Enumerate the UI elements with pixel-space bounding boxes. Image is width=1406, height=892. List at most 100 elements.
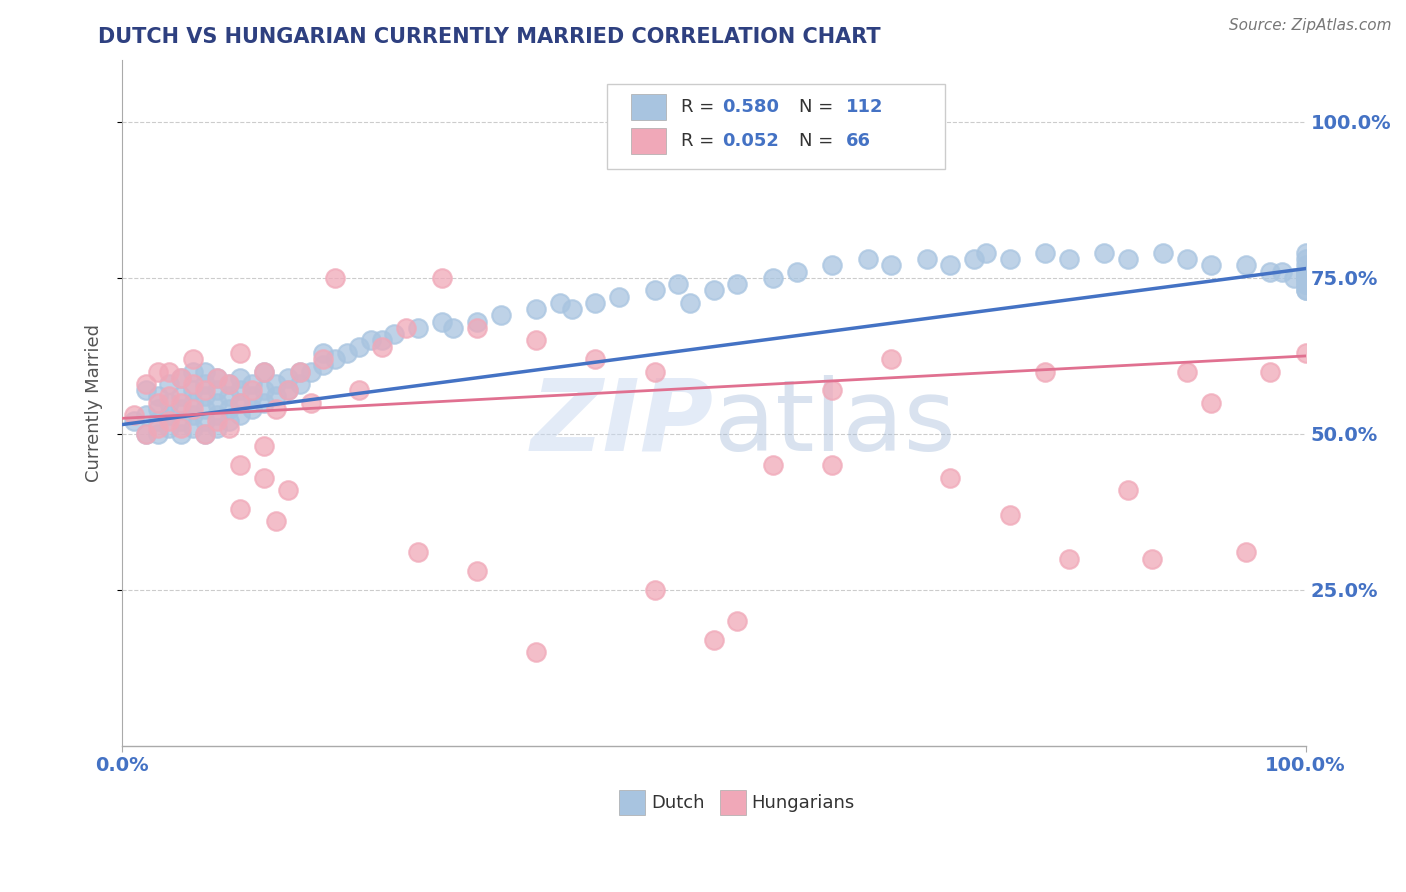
Point [157, 365, 180, 379]
Point [915, 252, 938, 267]
Point [181, 365, 204, 379]
Text: Hungarians: Hungarians [752, 794, 855, 812]
Point [181, 352, 204, 367]
Point [821, 259, 844, 273]
Point [253, 395, 276, 409]
Point [277, 483, 299, 497]
Point [264, 377, 287, 392]
Point [170, 371, 193, 385]
Point [312, 359, 335, 373]
Point [240, 401, 263, 416]
Point [218, 377, 240, 392]
Point [1295, 271, 1317, 285]
Point [1175, 365, 1198, 379]
Point [205, 408, 228, 422]
Text: Dutch: Dutch [651, 794, 704, 812]
Point [1234, 259, 1257, 273]
Point [194, 377, 217, 392]
Point [1116, 483, 1139, 497]
Point [1258, 265, 1281, 279]
Point [194, 426, 217, 441]
Point [218, 420, 240, 434]
Point [170, 390, 193, 404]
Point [1258, 365, 1281, 379]
Point [205, 420, 228, 434]
Point [465, 321, 488, 335]
Point [135, 384, 157, 398]
Point [880, 352, 903, 367]
Point [288, 365, 311, 379]
Point [205, 384, 228, 398]
Point [264, 401, 287, 416]
Text: 66: 66 [846, 132, 872, 150]
Point [1295, 246, 1317, 260]
Point [157, 377, 180, 392]
Point [644, 284, 666, 298]
Point [1033, 246, 1056, 260]
Point [194, 384, 217, 398]
FancyBboxPatch shape [607, 84, 945, 169]
Point [963, 252, 986, 267]
Text: 0.580: 0.580 [723, 98, 779, 116]
Point [157, 408, 180, 422]
Point [1092, 246, 1115, 260]
Point [1199, 259, 1222, 273]
Point [218, 401, 240, 416]
Point [644, 582, 666, 597]
Point [762, 271, 785, 285]
Point [253, 384, 276, 398]
Point [679, 296, 702, 310]
Point [323, 271, 346, 285]
Point [1175, 252, 1198, 267]
Point [181, 420, 204, 434]
Point [727, 614, 749, 628]
Point [762, 458, 785, 472]
Point [135, 408, 157, 422]
Point [939, 259, 962, 273]
Point [146, 365, 169, 379]
Point [406, 321, 429, 335]
Point [146, 420, 169, 434]
Point [312, 352, 335, 367]
Point [786, 265, 808, 279]
Point [336, 346, 359, 360]
Point [146, 395, 169, 409]
Point [253, 365, 276, 379]
Point [240, 390, 263, 404]
Point [253, 439, 276, 453]
Point [395, 321, 418, 335]
Point [194, 401, 217, 416]
Point [157, 414, 180, 428]
Point [1295, 271, 1317, 285]
Point [1057, 551, 1080, 566]
Point [146, 390, 169, 404]
Text: atlas: atlas [714, 375, 956, 472]
Point [170, 414, 193, 428]
Point [524, 334, 547, 348]
Text: Source: ZipAtlas.com: Source: ZipAtlas.com [1229, 18, 1392, 33]
Point [205, 371, 228, 385]
Point [194, 426, 217, 441]
Text: N =: N = [799, 132, 839, 150]
Point [856, 252, 879, 267]
Point [703, 284, 725, 298]
Point [371, 340, 394, 354]
Point [1295, 265, 1317, 279]
Point [181, 395, 204, 409]
Point [194, 390, 217, 404]
Bar [631, 94, 666, 120]
Point [441, 321, 464, 335]
Point [122, 414, 145, 428]
Point [229, 458, 252, 472]
Point [607, 290, 630, 304]
Point [821, 458, 844, 472]
Point [205, 414, 228, 428]
Point [253, 470, 276, 484]
Point [170, 426, 193, 441]
Point [430, 315, 453, 329]
Point [1153, 246, 1175, 260]
Bar [720, 790, 745, 814]
Point [146, 426, 169, 441]
Point [253, 365, 276, 379]
Point [998, 508, 1021, 522]
